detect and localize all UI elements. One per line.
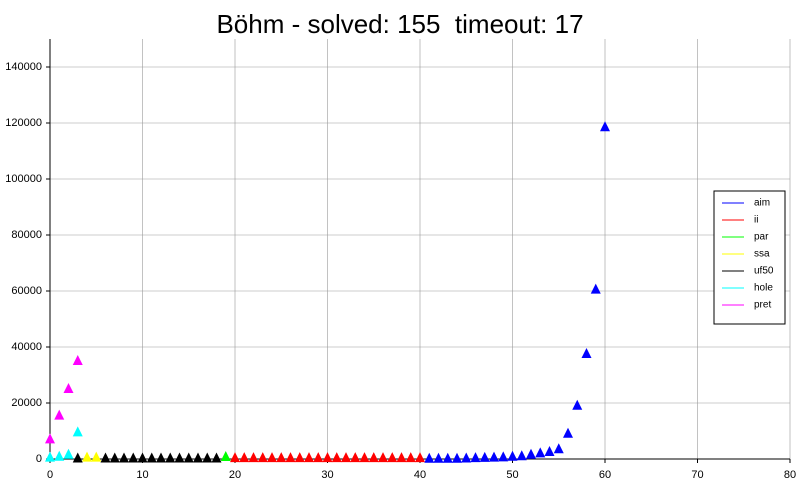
point bbox=[220, 451, 231, 462]
point bbox=[489, 451, 499, 462]
point bbox=[183, 452, 194, 463]
point bbox=[63, 448, 74, 459]
point bbox=[137, 452, 148, 463]
point bbox=[100, 452, 111, 463]
point bbox=[294, 452, 305, 463]
x-tick-label: 70 bbox=[691, 469, 703, 481]
point bbox=[193, 452, 203, 463]
y-tick-label: 140000 bbox=[5, 61, 42, 73]
point bbox=[424, 452, 435, 463]
point bbox=[45, 433, 55, 444]
point bbox=[304, 452, 314, 463]
point bbox=[174, 452, 185, 463]
point bbox=[257, 452, 268, 463]
point bbox=[590, 283, 601, 294]
point bbox=[82, 451, 92, 462]
point bbox=[45, 451, 55, 462]
legend-box bbox=[713, 190, 786, 325]
legend-label: pret bbox=[754, 300, 771, 311]
point bbox=[285, 452, 296, 463]
y-tick-label: 120000 bbox=[5, 117, 42, 129]
legend-label: uf50 bbox=[754, 266, 774, 277]
point bbox=[553, 443, 564, 454]
point bbox=[119, 452, 129, 463]
point bbox=[341, 452, 351, 463]
y-tick-label: 100000 bbox=[5, 173, 42, 185]
x-tick-label: 40 bbox=[414, 469, 426, 481]
legend-label: hole bbox=[754, 283, 773, 294]
x-tick-label: 0 bbox=[47, 469, 53, 481]
point bbox=[91, 451, 102, 462]
point bbox=[544, 446, 555, 456]
point bbox=[507, 450, 518, 461]
point bbox=[72, 355, 83, 365]
point bbox=[146, 452, 157, 463]
point bbox=[479, 451, 490, 462]
point bbox=[350, 452, 361, 463]
point bbox=[248, 452, 259, 463]
chart-title: Böhm - solved: 155 timeout: 17 bbox=[216, 9, 583, 39]
point bbox=[63, 383, 74, 393]
x-tick-label: 50 bbox=[506, 469, 518, 481]
point bbox=[415, 452, 425, 463]
point bbox=[600, 121, 610, 132]
point bbox=[211, 452, 222, 463]
point bbox=[267, 452, 277, 463]
point bbox=[526, 448, 536, 459]
point bbox=[313, 452, 324, 463]
point bbox=[563, 427, 573, 438]
point bbox=[433, 452, 444, 463]
legend-label: par bbox=[754, 232, 769, 243]
x-tick-label: 10 bbox=[136, 469, 148, 481]
point bbox=[396, 452, 407, 463]
point bbox=[442, 452, 453, 463]
point bbox=[387, 452, 398, 463]
point bbox=[276, 452, 287, 463]
point bbox=[581, 348, 592, 358]
point bbox=[322, 452, 333, 463]
point bbox=[452, 452, 462, 463]
point bbox=[359, 452, 370, 463]
y-tick-label: 80000 bbox=[11, 229, 42, 241]
y-tick-label: 60000 bbox=[11, 285, 42, 297]
point bbox=[54, 450, 65, 461]
point bbox=[128, 452, 139, 463]
point bbox=[165, 452, 176, 463]
point bbox=[378, 452, 388, 463]
x-tick-label: 60 bbox=[599, 469, 611, 481]
y-tick-label: 40000 bbox=[11, 341, 42, 353]
x-tick-label: 80 bbox=[784, 469, 796, 481]
point bbox=[405, 452, 416, 463]
point bbox=[239, 452, 250, 463]
point bbox=[368, 452, 379, 463]
point bbox=[498, 451, 509, 462]
point bbox=[535, 447, 546, 458]
legend-label: ii bbox=[754, 215, 758, 226]
point bbox=[109, 452, 120, 463]
point bbox=[516, 450, 527, 461]
point bbox=[54, 409, 65, 420]
point bbox=[156, 452, 166, 463]
point bbox=[572, 399, 583, 410]
legend-label: ssa bbox=[754, 249, 770, 260]
point bbox=[72, 426, 83, 437]
point bbox=[230, 452, 240, 463]
point bbox=[72, 452, 83, 463]
point bbox=[202, 452, 213, 463]
y-tick-label: 0 bbox=[36, 453, 42, 465]
x-tick-label: 20 bbox=[229, 469, 241, 481]
point bbox=[470, 452, 481, 463]
legend-label: aim bbox=[754, 198, 770, 209]
point bbox=[331, 452, 342, 463]
y-tick-label: 20000 bbox=[11, 397, 42, 409]
point bbox=[461, 452, 472, 463]
x-tick-label: 30 bbox=[321, 469, 333, 481]
